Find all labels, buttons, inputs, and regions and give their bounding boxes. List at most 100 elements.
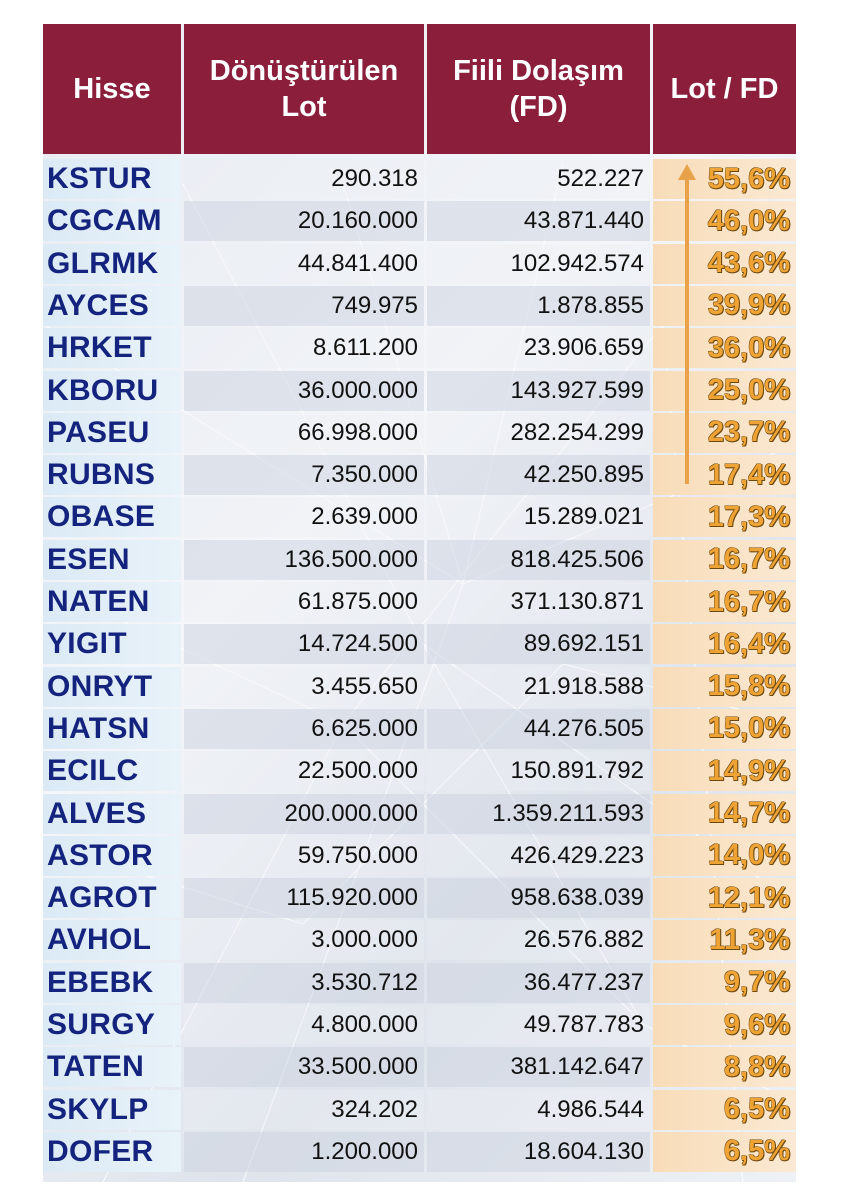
free-float-cell: 26.576.882 <box>427 920 650 961</box>
free-float-cell: 44.276.505 <box>427 708 650 749</box>
converted-lot-cell: 59.750.000 <box>184 835 424 876</box>
ticker-cell: AYCES <box>43 285 181 326</box>
lot-fd-ratio-cell: 15,8% <box>653 666 796 707</box>
free-float-cell: 1.878.855 <box>427 285 650 326</box>
table-row: AYCES 749.975 1.878.855 39,9% <box>43 285 796 327</box>
ticker-cell: KSTUR <box>43 159 181 199</box>
free-float-cell: 23.906.659 <box>427 328 650 369</box>
converted-lot-cell: 200.000.000 <box>184 793 424 834</box>
table-row: ONRYT 3.455.650 21.918.588 15,8% <box>43 666 796 708</box>
table-row: NATEN 61.875.000 371.130.871 16,7% <box>43 582 796 623</box>
free-float-cell: 426.429.223 <box>427 835 650 876</box>
ticker-cell: RUBNS <box>43 455 181 496</box>
header-lot-line1: Dönüştürülen <box>209 55 399 87</box>
lot-fd-ratio-cell: 16,7% <box>653 539 796 580</box>
lot-fd-ratio-cell: 11,3% <box>653 920 796 961</box>
converted-lot-cell: 66.998.000 <box>184 412 424 453</box>
free-float-cell: 143.927.599 <box>427 370 650 411</box>
lot-fd-ratio-cell: 23,7% <box>653 412 796 453</box>
converted-lot-cell: 115.920.000 <box>184 878 424 919</box>
table-row: SKYLP 324.202 4.986.544 6,5% <box>43 1089 796 1131</box>
ticker-cell: OBASE <box>43 497 181 538</box>
table-header: Hisse Dönüştürülen Lot Fiili Dolaşım (FD… <box>43 24 796 154</box>
converted-lot-cell: 2.639.000 <box>184 497 424 538</box>
table-row: EBEBK 3.530.712 36.477.237 9,7% <box>43 962 796 1004</box>
ticker-cell: GLRMK <box>43 243 181 284</box>
header-lot-fd: Lot / FD <box>653 24 796 154</box>
ticker-cell: EBEBK <box>43 962 181 1003</box>
free-float-cell: 43.871.440 <box>427 201 650 242</box>
converted-lot-cell: 749.975 <box>184 285 424 326</box>
lot-fd-ratio-cell: 8,8% <box>653 1047 796 1088</box>
lot-fd-ratio-cell: 39,9% <box>653 285 796 326</box>
ticker-cell: ALVES <box>43 793 181 834</box>
free-float-cell: 150.891.792 <box>427 751 650 792</box>
free-float-cell: 381.142.647 <box>427 1047 650 1088</box>
ticker-cell: SURGY <box>43 1005 181 1045</box>
converted-lot-cell: 7.350.000 <box>184 455 424 496</box>
ticker-cell: NATEN <box>43 582 181 622</box>
converted-lot-cell: 36.000.000 <box>184 370 424 411</box>
free-float-cell: 21.918.588 <box>427 666 650 707</box>
converted-lot-cell: 324.202 <box>184 1089 424 1130</box>
ticker-cell: AVHOL <box>43 920 181 961</box>
table-row: ESEN 136.500.000 818.425.506 16,7% <box>43 539 796 581</box>
header-hisse: Hisse <box>43 24 181 154</box>
converted-lot-cell: 1.200.000 <box>184 1131 424 1172</box>
converted-lot-cell: 33.500.000 <box>184 1047 424 1088</box>
table-row: GLRMK 44.841.400 102.942.574 43,6% <box>43 243 796 285</box>
ticker-cell: PASEU <box>43 412 181 453</box>
converted-lot-cell: 3.000.000 <box>184 920 424 961</box>
table-row: CGCAM 20.160.000 43.871.440 46,0% <box>43 201 796 242</box>
ticker-cell: AGROT <box>43 878 181 919</box>
table-row: PASEU 66.998.000 282.254.299 23,7% <box>43 412 796 454</box>
lot-fd-ratio-cell: 36,0% <box>653 328 796 369</box>
converted-lot-cell: 6.625.000 <box>184 708 424 749</box>
lot-fd-ratio-cell: 17,3% <box>653 497 796 538</box>
lot-fd-ratio-cell: 9,7% <box>653 962 796 1003</box>
lot-fd-ratio-cell: 15,0% <box>653 708 796 749</box>
converted-lot-cell: 20.160.000 <box>184 201 424 242</box>
header-lot-line2: Lot <box>281 91 327 123</box>
ticker-cell: ASTOR <box>43 835 181 876</box>
lot-fd-ratio-cell: 6,5% <box>653 1131 796 1172</box>
free-float-cell: 282.254.299 <box>427 412 650 453</box>
free-float-cell: 371.130.871 <box>427 582 650 622</box>
lot-fd-ratio-cell: 14,0% <box>653 835 796 876</box>
converted-lot-cell: 4.800.000 <box>184 1005 424 1045</box>
header-hisse-label: Hisse <box>73 73 151 105</box>
free-float-cell: 15.289.021 <box>427 497 650 538</box>
free-float-cell: 36.477.237 <box>427 962 650 1003</box>
ticker-cell: HATSN <box>43 708 181 749</box>
free-float-cell: 49.787.783 <box>427 1005 650 1045</box>
free-float-cell: 818.425.506 <box>427 539 650 580</box>
lot-fd-ratio-cell: 12,1% <box>653 878 796 919</box>
free-float-cell: 958.638.039 <box>427 878 650 919</box>
free-float-cell: 1.359.211.593 <box>427 793 650 834</box>
ticker-cell: DOFER <box>43 1131 181 1172</box>
ticker-cell: YIGIT <box>43 624 181 665</box>
header-fd-line1: Fiili Dolaşım <box>453 55 624 87</box>
lot-fd-ratio-cell: 17,4% <box>653 455 796 496</box>
table-row: DOFER 1.200.000 18.604.130 6,5% <box>43 1131 796 1173</box>
free-float-cell: 522.227 <box>427 159 650 199</box>
header-ratio-label: Lot / FD <box>670 73 779 105</box>
table-row: RUBNS 7.350.000 42.250.895 17,4% <box>43 455 796 496</box>
ticker-cell: TATEN <box>43 1047 181 1088</box>
table-row: HATSN 6.625.000 44.276.505 15,0% <box>43 708 796 750</box>
lot-fd-ratio-cell: 16,4% <box>653 624 796 665</box>
free-float-cell: 89.692.151 <box>427 624 650 665</box>
table-row: ALVES 200.000.000 1.359.211.593 14,7% <box>43 793 796 835</box>
lot-fd-ratio-cell: 25,0% <box>653 370 796 411</box>
ticker-cell: CGCAM <box>43 201 181 242</box>
converted-lot-cell: 290.318 <box>184 159 424 199</box>
lot-fd-ratio-cell: 14,7% <box>653 793 796 834</box>
lot-fd-ratio-cell: 55,6% <box>653 159 796 199</box>
ticker-cell: SKYLP <box>43 1089 181 1130</box>
table-row: KBORU 36.000.000 143.927.599 25,0% <box>43 370 796 412</box>
converted-lot-cell: 136.500.000 <box>184 539 424 580</box>
lot-fd-ratio-cell: 14,9% <box>653 751 796 792</box>
lot-fd-ratio-cell: 43,6% <box>653 243 796 284</box>
table-row: AGROT 115.920.000 958.638.039 12,1% <box>43 878 796 919</box>
table-row: KSTUR 290.318 522.227 55,6% <box>43 159 796 200</box>
